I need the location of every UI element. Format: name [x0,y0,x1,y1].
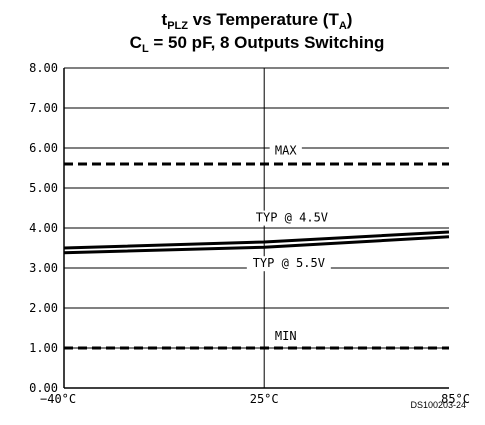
annotation-bg [269,143,302,159]
annotation-label: TYP @ 4.5V [256,211,328,225]
y-tick-label: 1.00 [29,341,58,355]
y-tick-label: 6.00 [29,141,58,155]
series-line-typ-5-5v [63,235,450,255]
series-lines [63,162,450,350]
x-tick-label: 85°C [441,392,470,406]
y-tick-label: 3.00 [29,261,58,275]
annotation-label: MIN [275,329,297,343]
x-tick-label: −40°C [40,392,76,406]
series-line-typ-4-5v [63,230,450,250]
y-tick-label: 8.00 [29,61,58,75]
annotation-label: MAX [275,143,297,157]
y-tick-label: 5.00 [29,181,58,195]
chart-title-line1: tPLZ vs Temperature (TA) [162,10,353,32]
y-tick-label: 7.00 [29,101,58,115]
annotation-bg [246,256,331,272]
x-tick-label: 25°C [250,392,279,406]
grid [64,67,449,389]
y-tick-label: 2.00 [29,301,58,315]
chart-title-line2: CL = 50 pF, 8 Outputs Switching [130,33,385,55]
annotation-label: TYP @ 5.5V [253,256,325,270]
y-tick-label: 0.00 [29,381,58,395]
annotation-bg [249,210,334,226]
axes: 0.00 1.00 2.00 3.00 4.00 5.00 6.00 7.00 8.00 −40°… [29,61,470,406]
annotation-bg [269,329,302,344]
y-tick-label: 4.00 [29,221,58,235]
annotations: MAX TYP @ 4.5V TYP @ 5.5V MIN [246,143,334,344]
doc-id: DS100203-24 [410,400,466,410]
